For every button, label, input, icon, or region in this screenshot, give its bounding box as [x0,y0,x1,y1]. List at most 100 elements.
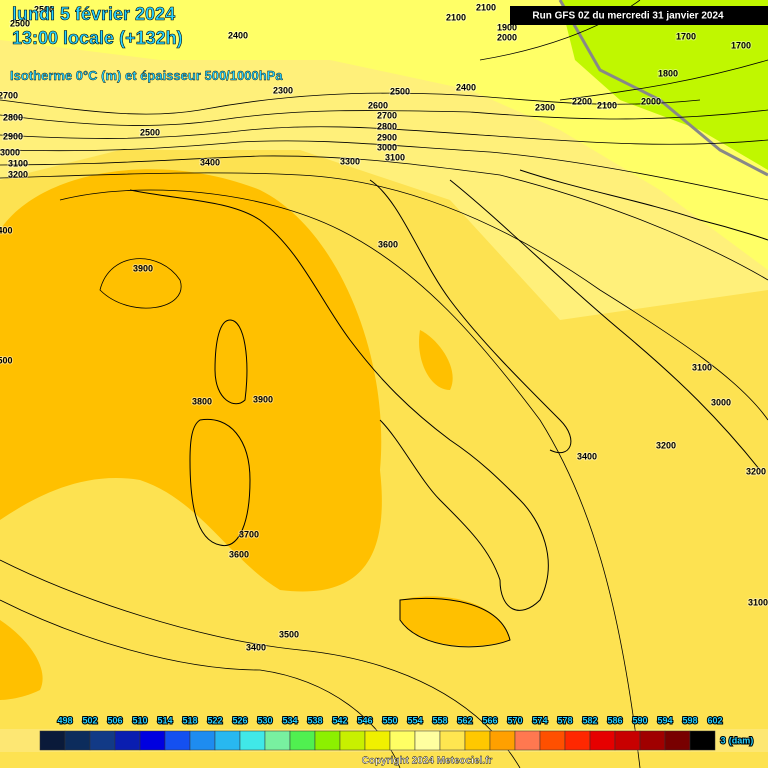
legend-label: 594 [657,715,672,725]
footer: Copyright 2024 Meteociel.fr [362,756,493,767]
isotherm-label: 3200 [656,440,676,450]
isotherm-label: 3000 [0,147,20,157]
legend-swatch [689,730,716,751]
isotherm-label: 2800 [377,121,397,131]
isotherm-label: 3100 [385,152,405,162]
warm-zone [419,330,453,390]
legend-swatch [64,730,91,751]
legend-label: 554 [407,715,422,725]
legend-label: 514 [157,715,172,725]
isotherm-label: 2500 [390,86,410,96]
legend-label: 506 [107,715,122,725]
subtitle: Isotherme 0°C (m) et épaisseur 500/1000h… [10,68,283,83]
legend-swatch [414,730,441,751]
isotherm-label: 2100 [597,100,617,110]
legend-label: 518 [182,715,197,725]
legend-swatch [114,730,141,751]
legend-swatch [164,730,191,751]
legend-swatch [239,730,266,751]
isotherm-label: 3700 [239,529,259,539]
isotherm-label: 2900 [3,131,23,141]
legend-unit: (dam) [729,735,754,745]
yellow-band [0,0,768,270]
legend-swatch [564,730,591,751]
isotherm-label: 2300 [535,102,555,112]
isotherm-label: 3200 [8,169,28,179]
legend-label: 550 [382,715,397,725]
isotherm-label: 2700 [377,110,397,120]
isotherm-label: 2300 [273,85,293,95]
isotherm-label: 500 [0,355,13,365]
legend-trailing: 3 [720,735,725,745]
legend-label: 498 [57,715,72,725]
isotherm-label: 2100 [446,12,466,22]
legend-swatch [439,730,466,751]
green-zone [560,0,768,170]
isotherm-label: 2800 [3,112,23,122]
date: lundi 5 février 2024 [12,4,175,24]
legend-label: 586 [607,715,622,725]
legend-label: 562 [457,715,472,725]
isotherm-label: 3100 [692,362,712,372]
isotherm-label: 3500 [279,629,299,639]
legend-label: 526 [232,715,247,725]
isotherm-label: 2000 [497,32,517,42]
run: Run GFS 0Z du mercredi 31 janvier 2024 [532,11,724,22]
isotherm-label: 3900 [133,263,153,273]
legend-swatch [39,730,66,751]
legend-swatch [614,730,641,751]
legend-swatch [189,730,216,751]
isotherm-label: 3300 [340,156,360,166]
isotherm-label: 3100 [8,158,28,168]
legend-swatch [264,730,291,751]
isotherm-label: 3400 [246,642,266,652]
isotherm-label: 2400 [228,30,248,40]
isotherm-label: 2600 [368,100,388,110]
border [558,0,768,177]
isotherm-label: 1700 [731,40,751,50]
legend-swatch [289,730,316,751]
legend-swatch [589,730,616,751]
legend-swatch [139,730,166,751]
isotherm-label: 3000 [377,142,397,152]
isotherm-label: 2900 [377,132,397,142]
legend-swatch [539,730,566,751]
isotherm-label: 2100 [476,2,496,12]
legend-swatch [489,730,516,751]
isotherm-label: 1700 [676,31,696,41]
isotherm-label: 400 [0,225,13,235]
isotherm-label: 2500 [10,18,30,28]
legend-label: 546 [357,715,372,725]
legend-swatch [514,730,541,751]
isotherm-label: 2500 [34,4,54,14]
legend-swatch [664,730,691,751]
legend-label: 542 [332,715,347,725]
legend-label: 582 [582,715,597,725]
isotherm-label: 1800 [658,68,678,78]
legend-label: 570 [507,715,522,725]
isotherm-label: 3000 [711,397,731,407]
legend-label: 538 [307,715,322,725]
legend-swatch [214,730,241,751]
legend-label: 598 [682,715,697,725]
legend-swatch [339,730,366,751]
legend-label: 530 [257,715,272,725]
legend-swatch [89,730,116,751]
coastlines [129,169,768,648]
legend-swatch [389,730,416,751]
legend-label: 578 [557,715,572,725]
run-box [510,6,768,25]
warm-zone [0,169,382,592]
legend-label: 510 [132,715,147,725]
legend-label: 502 [82,715,97,725]
legend-swatch [314,730,341,751]
isotherm-label: 2400 [456,82,476,92]
time: 13:00 locale (+132h) [12,28,183,48]
isotherm-label: 3400 [577,451,597,461]
isotherm-label: 3900 [253,394,273,404]
isotherm-label: 2700 [0,90,18,100]
isotherm-label: 3600 [378,239,398,249]
